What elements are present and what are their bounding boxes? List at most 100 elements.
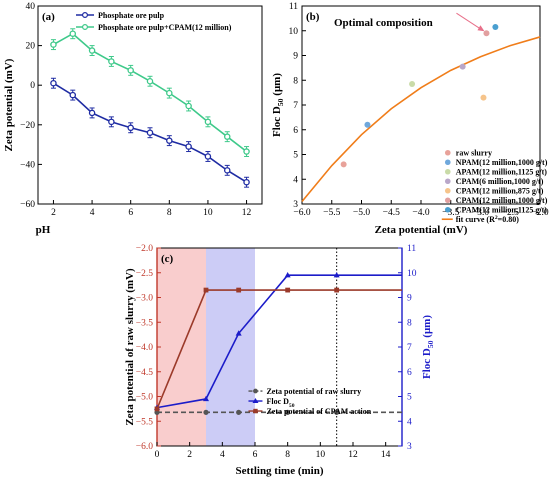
data-point [166, 89, 173, 97]
data-point [203, 395, 209, 402]
legend-marker [444, 178, 451, 185]
panel-label-c: (c) [161, 253, 174, 265]
legend-label: CPAM(12 million,875 g/t) [456, 187, 544, 196]
data-point [154, 406, 160, 412]
data-point [204, 153, 212, 160]
y-right-tick-label: 7 [407, 343, 412, 353]
fit-curve [301, 36, 541, 203]
data-point [69, 30, 77, 37]
panel-label-b: (b) [306, 11, 320, 23]
data-point [243, 148, 250, 155]
legend-label: Phosphate ore pulp [98, 11, 165, 20]
y-left-tick-label: −4.5 [136, 368, 153, 378]
x-axis-title: Zeta potential (mV) [375, 224, 468, 236]
y-axis-title: Zeta potential (mV) [3, 58, 15, 151]
data-point [235, 330, 242, 336]
legend-marker [444, 197, 451, 204]
y-tick-label: 5 [293, 151, 298, 161]
data-point [243, 178, 250, 186]
data-point [108, 58, 115, 65]
y-left-axis-title: Zeta potential of raw slurry (mV) [124, 268, 136, 426]
x-tick-label: −5.0 [353, 208, 370, 218]
x-tick-label: 4 [90, 208, 95, 218]
data-point [88, 47, 96, 54]
x-tick-label: −6.0 [293, 208, 310, 218]
x-tick-label: 2 [51, 208, 56, 218]
legend-marker [252, 398, 259, 404]
x-tick-label: 14 [381, 450, 391, 460]
x-tick-label: 10 [203, 208, 213, 218]
data-point [108, 118, 115, 126]
data-point [480, 94, 487, 101]
y-right-tick-label: 3 [407, 442, 412, 452]
annotation-arrow [456, 12, 483, 31]
legend-label: Phosphate ore pulp+CPAM(12 million) [98, 23, 232, 32]
legend-label: Zeta potential of CPAM action [266, 407, 371, 416]
y-right-axis-title: Floc D50 (μm) [421, 315, 435, 379]
x-tick-label: −2.0 [531, 208, 548, 218]
data-point [334, 287, 340, 293]
y-left-tick-label: −6.0 [136, 442, 153, 452]
x-tick-label: 2 [187, 450, 192, 460]
y-tick-label: 20 [26, 42, 36, 52]
x-tick-label: 4 [220, 450, 225, 460]
legend-label: APAM(12 million,1125 g/t) [456, 168, 548, 177]
legend-label: CPAM(6 million,1000 g/t) [456, 177, 544, 186]
panel-c: 0 2 4 6 8 10 12 14 −6.0 −5.5 −5.0 −4.5 −4.0 −3.5 −3.0 −… [124, 244, 435, 477]
x-tick-label: −3.0 [472, 208, 489, 218]
y-left-tick-label: −2.0 [136, 244, 153, 254]
y-left-tick-label: −5.0 [136, 393, 153, 403]
x-tick-label: −4.0 [412, 208, 429, 218]
data-point [492, 24, 499, 31]
data-point [223, 133, 231, 140]
y-tick-label: −40 [20, 160, 35, 170]
y-right-tick-label: 6 [407, 368, 412, 378]
data-point [203, 287, 209, 293]
x-tick-label: 0 [155, 450, 160, 460]
data-point [459, 63, 466, 70]
panel-label-a: (a) [42, 11, 55, 23]
data-point [285, 287, 291, 293]
panel-b: −6.0 −5.5 −5.0 −4.5 −4.0 −3.5 −3.0 −2.5 −2.0 3 4 5 6… [271, 2, 549, 236]
legend-marker [444, 159, 451, 166]
x-tick-label: 12 [348, 450, 358, 460]
y-left-tick-label: −5.5 [136, 417, 153, 427]
x-tick-label: 6 [253, 450, 258, 460]
y-tick-label: 6 [293, 126, 298, 136]
data-point [236, 409, 242, 415]
data-point [409, 80, 416, 87]
x-tick-label: −3.5 [442, 208, 459, 218]
data-point [334, 409, 340, 415]
x-tick-label: 8 [167, 208, 172, 218]
legend-label: Zeta potential of raw slurry [266, 387, 361, 396]
shaded-region [206, 248, 255, 446]
y-tick-label: 3 [293, 200, 298, 210]
legend-label: NPAM(12 million,1000 g/t) [456, 158, 548, 167]
legend-label: CPAM(12 million,1125 g/t) [456, 206, 548, 215]
y-right-tick-label: 5 [407, 393, 412, 403]
data-point [285, 409, 291, 415]
y-right-tick-label: 9 [407, 294, 412, 304]
data-point [236, 287, 242, 293]
y-right-tick-label: 4 [407, 417, 412, 427]
x-tick-label: 12 [242, 208, 252, 218]
legend-label-fit: fit curve (R2=0.80) [456, 215, 519, 224]
data-point [204, 118, 212, 126]
panel-a: 2 4 6 8 10 12 −60 −40 −20 0 20 40 pH Zeta potential (… [3, 2, 263, 236]
data-point [223, 167, 231, 174]
x-tick-label: 8 [285, 450, 290, 460]
series-line [156, 289, 402, 410]
x-tick-label: 10 [316, 450, 326, 460]
shaded-region [157, 248, 206, 446]
y-left-tick-label: −4.0 [136, 343, 153, 353]
x-axis-title: Settling time (min) [236, 465, 324, 477]
x-axis-title: pH [36, 224, 51, 236]
legend-label: CPAM(12 million,1000 g/t) [456, 196, 548, 205]
annotation-optimal: Optimal composition [334, 17, 433, 29]
legend-marker [253, 408, 258, 414]
legend-label: Floc D50 [266, 397, 294, 409]
data-point [127, 124, 134, 132]
y-tick-label: 10 [289, 27, 299, 37]
x-tick-label: −4.5 [383, 208, 400, 218]
